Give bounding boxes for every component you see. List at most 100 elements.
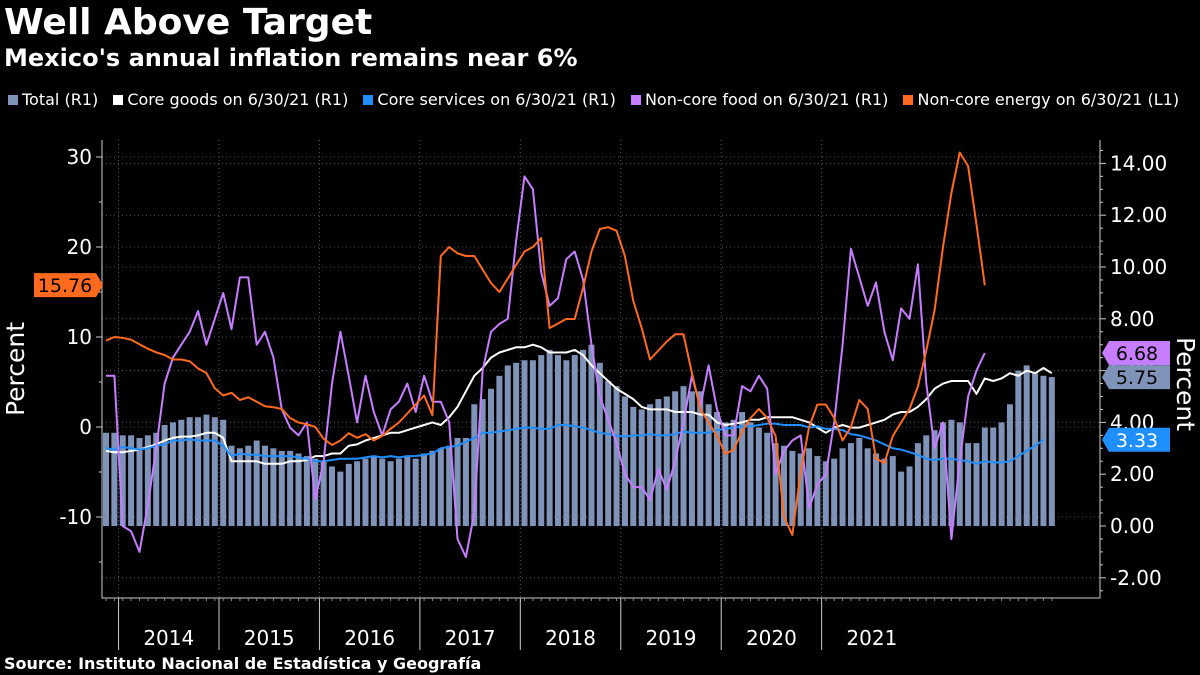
total-bar (881, 458, 888, 526)
total-bar (211, 417, 218, 526)
total-bar (906, 466, 913, 526)
total-bar (839, 448, 846, 526)
total-bar (914, 443, 921, 526)
year-label: 2016 (344, 626, 395, 650)
legend-label: Non-core food on 6/30/21 (R1) (644, 90, 889, 109)
series-line-core-goods (105, 343, 1053, 465)
legend-item-non-core-energy: Non-core energy on 6/30/21 (L1) (903, 90, 1179, 110)
total-bar (990, 427, 997, 526)
total-bar (169, 422, 176, 526)
total-bar (521, 360, 528, 526)
right-tick-label: 2.00 (1110, 462, 1155, 486)
chart-title: Well Above Target (4, 2, 373, 43)
total-bar (554, 355, 561, 526)
total-bar (153, 432, 160, 526)
total-bar (956, 422, 963, 526)
total-bar (195, 417, 202, 526)
legend-swatch (8, 95, 18, 105)
total-bar (236, 448, 243, 526)
total-bar (722, 422, 729, 526)
total-bar (379, 458, 386, 526)
total-bar (563, 360, 570, 526)
total-bar (513, 362, 520, 526)
total-bar (320, 461, 327, 526)
total-bar (262, 445, 269, 526)
legend-item-core-services: Core services on 6/30/21 (R1) (363, 90, 616, 110)
right-tick-label: 8.00 (1110, 307, 1155, 331)
last-value-tag: 3.33 (1102, 427, 1170, 452)
year-label: 2017 (445, 626, 496, 650)
last-value-tag-label: 3.33 (1116, 430, 1158, 452)
total-bar (128, 435, 135, 526)
total-bar (847, 443, 854, 526)
last-value-tag: 15.76 (34, 273, 103, 298)
total-bar (546, 349, 553, 526)
total-bar (789, 450, 796, 526)
total-bar (831, 458, 838, 526)
left-tick-label: 30 (67, 145, 92, 169)
last-value-tag: 6.68 (1102, 340, 1170, 365)
total-bar (889, 456, 896, 526)
series-line-non-core-energy (105, 151, 986, 536)
total-bar (780, 445, 787, 526)
total-bar (529, 360, 536, 526)
left-tick-label: 0 (79, 415, 92, 439)
last-value-tag-shape (34, 273, 103, 298)
total-bar (538, 355, 545, 526)
total-bar (605, 380, 612, 526)
total-bar (1023, 365, 1030, 526)
total-bar (437, 448, 444, 526)
total-bar (488, 388, 495, 526)
total-bar (278, 450, 285, 526)
series-line-core-services (105, 422, 1044, 465)
total-bar (747, 422, 754, 526)
total-bar (940, 422, 946, 526)
total-bar (370, 456, 377, 526)
total-bar (772, 443, 779, 526)
total-bar (454, 437, 461, 526)
chart-legend: Total (R1) Core goods on 6/30/21 (R1) Co… (8, 90, 1193, 110)
year-label: 2014 (143, 626, 194, 650)
total-bar (270, 448, 277, 526)
total-bar (136, 437, 143, 526)
total-bar (981, 427, 988, 526)
legend-item-total: Total (R1) (8, 90, 98, 110)
right-tick-label: 12.00 (1110, 203, 1167, 227)
total-bar (387, 461, 394, 526)
right-tick-label: 0.00 (1110, 514, 1155, 538)
chart-subtitle: Mexico's annual inflation remains near 6… (4, 44, 578, 72)
total-bar (822, 461, 829, 526)
total-bar (1048, 377, 1055, 526)
source-note: Source: Instituto Nacional de Estadístic… (4, 654, 482, 673)
right-tick-label: 10.00 (1110, 255, 1167, 279)
legend-label: Non-core energy on 6/30/21 (L1) (917, 90, 1180, 109)
total-bar (923, 435, 930, 526)
last-value-tag-label: 15.76 (38, 275, 92, 297)
total-bar (647, 404, 654, 526)
year-label: 2019 (646, 626, 697, 650)
total-bar (739, 412, 746, 526)
total-bar (797, 453, 804, 526)
total-bar (103, 432, 109, 526)
total-bar (1015, 370, 1022, 526)
total-bar (203, 414, 210, 526)
left-tick-label: 10 (67, 325, 92, 349)
total-bar (705, 404, 712, 526)
left-tick-label: -10 (59, 505, 92, 529)
total-bar (395, 458, 402, 526)
last-value-tag-shape (1102, 427, 1170, 452)
total-bar (856, 437, 863, 526)
total-bar (1032, 373, 1039, 526)
bar-series-total (103, 344, 1055, 526)
left-axis-title: Percent (1, 322, 30, 416)
total-bar (998, 422, 1005, 526)
total-bar (806, 448, 813, 526)
total-bar (688, 391, 695, 526)
legend-swatch (903, 95, 914, 105)
total-bar (496, 375, 503, 526)
total-bar (144, 435, 151, 526)
right-tick-label: 14.00 (1110, 151, 1167, 175)
legend-swatch (113, 95, 124, 105)
total-bar (462, 437, 469, 526)
legend-label: Core goods on 6/30/21 (R1) (127, 90, 349, 109)
